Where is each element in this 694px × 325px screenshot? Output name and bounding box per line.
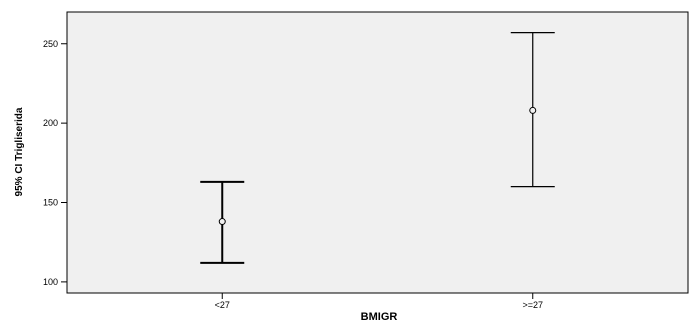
- y-axis: 100 150 200 250: [43, 39, 67, 287]
- x-tick-label: >=27: [522, 300, 543, 310]
- y-tick-label: 250: [43, 39, 58, 49]
- error-bars: [200, 32, 555, 264]
- mean-point: [218, 218, 226, 226]
- y-tick-label: 150: [43, 198, 58, 208]
- y-tick-label: 100: [43, 277, 58, 287]
- error-bar-1: [510, 32, 555, 188]
- y-tick-label: 200: [43, 118, 58, 128]
- x-tick-label: <27: [215, 300, 230, 310]
- y-axis-title: 95% CI Trigliserida: [14, 107, 25, 196]
- plot-area: [66, 11, 689, 294]
- error-bar-0: [200, 180, 245, 264]
- x-axis: <27 >=27: [215, 293, 543, 310]
- x-axis-title: BMIGR: [361, 311, 398, 323]
- mean-point: [529, 106, 537, 114]
